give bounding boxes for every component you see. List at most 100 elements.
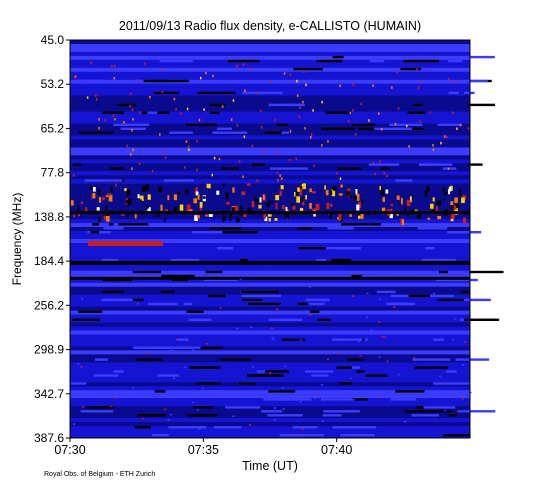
burst-pixel xyxy=(458,188,462,193)
hot-pixel xyxy=(288,158,291,162)
burst-pixel xyxy=(145,184,149,191)
burst-pixel xyxy=(302,196,304,202)
noise-dash xyxy=(352,123,376,126)
channel-stripe xyxy=(70,350,470,355)
burst-pixel xyxy=(443,191,447,196)
burst-pixel xyxy=(389,212,393,219)
noise-dot xyxy=(462,364,464,366)
noise-dot xyxy=(381,335,384,338)
noise-dash xyxy=(72,318,101,321)
channel-stripe xyxy=(70,326,470,331)
burst-pixel xyxy=(189,209,193,213)
noise-dash xyxy=(448,91,459,95)
noise-dash xyxy=(463,318,500,321)
burst-pixel xyxy=(332,186,337,191)
noise-dash xyxy=(327,227,354,230)
noise-dash xyxy=(186,414,218,417)
burst-pixel xyxy=(134,213,137,219)
noise-dot xyxy=(275,308,278,311)
dark-stripe xyxy=(70,211,470,215)
noise-dash xyxy=(157,374,180,377)
noise-dash xyxy=(462,79,488,83)
noise-dash xyxy=(297,302,308,306)
hot-pixel xyxy=(131,108,134,112)
burst-pixel xyxy=(401,197,403,205)
noise-dash xyxy=(311,374,329,377)
noise-dash xyxy=(361,426,377,429)
hot-pixel xyxy=(349,111,352,115)
hot-pixel xyxy=(198,118,201,122)
hot-pixel xyxy=(162,68,164,72)
burst-pixel xyxy=(285,212,289,219)
channel-stripe xyxy=(70,171,470,176)
channel-stripe xyxy=(70,227,470,232)
noise-dash xyxy=(376,290,396,294)
noise-dot xyxy=(314,397,317,400)
burst-pixel xyxy=(436,205,438,213)
burst-pixel xyxy=(385,189,389,194)
noise-dot xyxy=(284,365,287,368)
noise-dash xyxy=(213,426,242,429)
noise-dot xyxy=(451,338,454,341)
channel-stripe xyxy=(70,434,470,438)
hot-pixel xyxy=(259,109,262,113)
noise-dash xyxy=(467,103,496,107)
hot-pixel xyxy=(132,118,134,121)
noise-dash xyxy=(106,67,132,71)
y-tick-label: 387.6 xyxy=(34,431,64,445)
noise-dash xyxy=(221,167,239,170)
hot-pixel xyxy=(218,157,221,161)
noise-dot xyxy=(132,386,135,389)
channel-stripe xyxy=(70,135,470,140)
y-axis-label: Frequency (MHz) xyxy=(10,193,24,286)
noise-dash xyxy=(90,231,99,234)
noise-dot xyxy=(403,421,406,423)
hot-pixel xyxy=(131,129,133,132)
noise-dash xyxy=(411,414,439,417)
noise-dash xyxy=(252,163,265,166)
noise-dash xyxy=(160,290,174,294)
burst-pixel xyxy=(195,191,199,196)
burst-pixel xyxy=(105,212,109,217)
noise-dot xyxy=(116,393,119,396)
noise-dot xyxy=(432,292,435,295)
x-tick-label: 07:40 xyxy=(321,443,352,457)
burst-pixel xyxy=(302,198,305,206)
noise-dash xyxy=(442,167,457,170)
noise-dash xyxy=(78,310,103,313)
x-axis-label: Time (UT) xyxy=(242,459,298,473)
burst-pixel xyxy=(453,205,457,210)
burst-pixel xyxy=(177,191,181,195)
burst-pixel xyxy=(80,201,83,205)
noise-dash xyxy=(240,258,249,262)
channel-stripe xyxy=(70,44,470,48)
hot-pixel xyxy=(164,156,167,159)
noise-dash xyxy=(437,298,464,302)
noise-dash xyxy=(448,59,463,63)
noise-dash xyxy=(241,290,279,294)
noise-dash xyxy=(386,302,416,306)
noise-dash xyxy=(242,91,264,95)
burst-pixel xyxy=(390,203,393,207)
burst-pixel xyxy=(206,183,211,189)
burst-pixel xyxy=(330,191,333,196)
noise-dot xyxy=(413,357,416,359)
burst-pixel xyxy=(406,213,409,216)
burst-pixel xyxy=(258,204,262,209)
noise-dash xyxy=(186,310,204,313)
channel-stripe xyxy=(70,394,470,399)
burst-pixel xyxy=(309,188,312,193)
burst-pixel xyxy=(338,213,342,221)
noise-dot xyxy=(349,377,352,380)
hot-pixel xyxy=(205,71,207,75)
noise-dash xyxy=(90,179,123,182)
noise-dash xyxy=(340,434,375,437)
hot-pixel xyxy=(126,144,128,148)
hot-pixel xyxy=(279,174,281,177)
hot-pixel xyxy=(321,100,323,104)
noise-dash xyxy=(168,426,206,429)
burst-pixel xyxy=(406,199,411,207)
burst-pixel xyxy=(70,200,74,206)
noise-dash xyxy=(103,227,124,230)
noise-dash xyxy=(147,111,158,114)
